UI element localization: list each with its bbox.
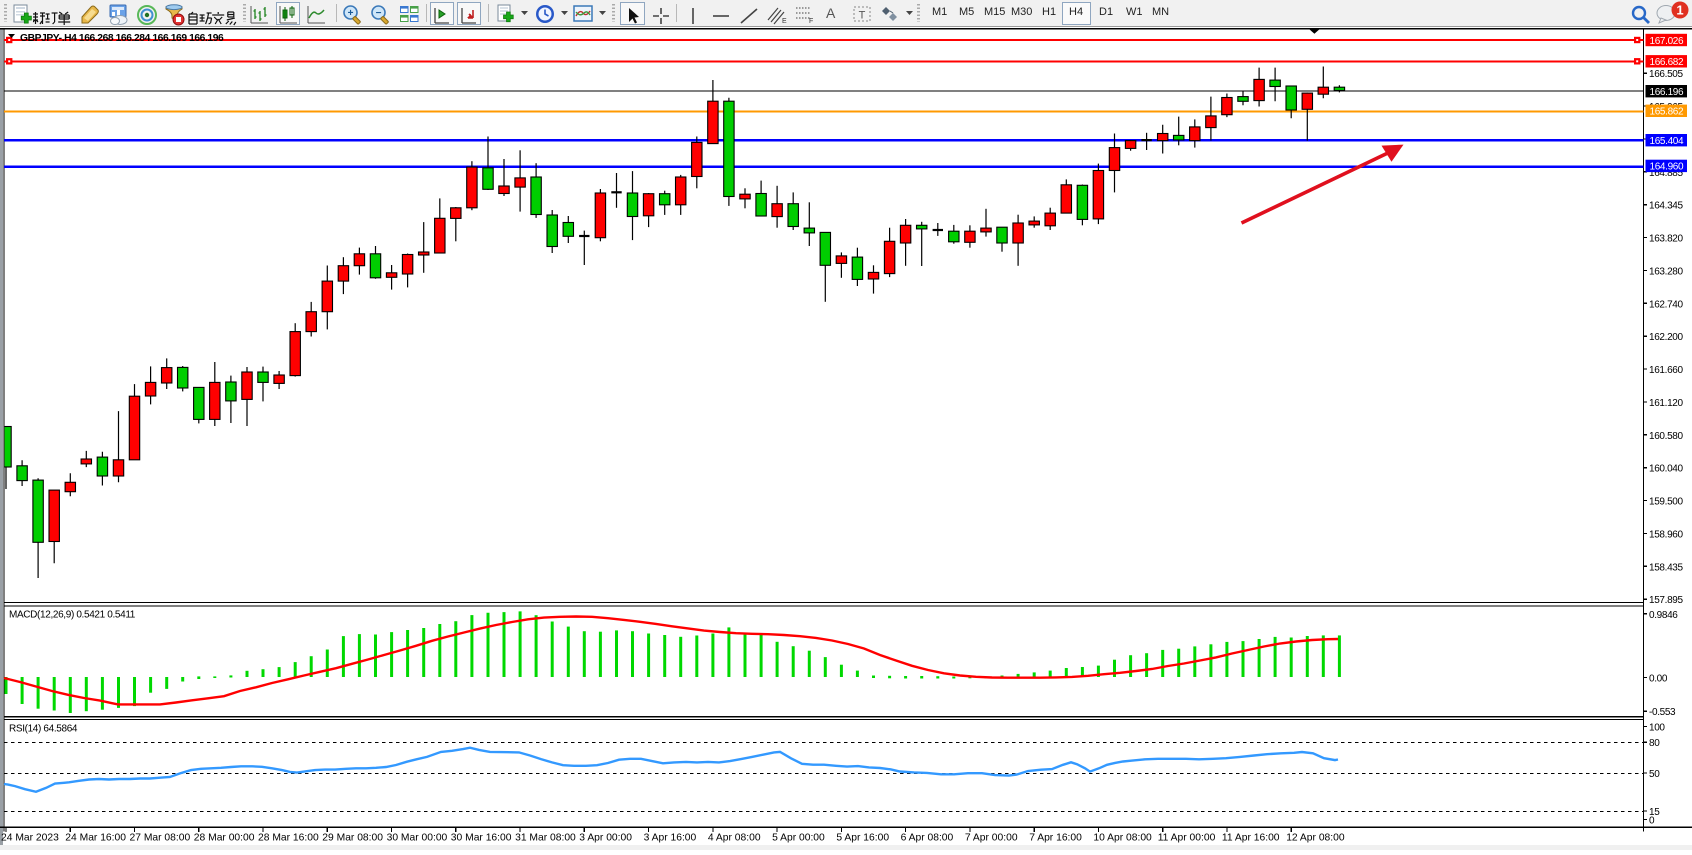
svg-text:50: 50 (1649, 769, 1660, 780)
svg-text:163.820: 163.820 (1649, 234, 1683, 245)
svg-text:24 Mar 16:00: 24 Mar 16:00 (65, 833, 126, 844)
svg-text:E: E (782, 18, 787, 25)
svg-text:0.00: 0.00 (1649, 674, 1668, 685)
svg-text:164.885: 164.885 (1649, 168, 1683, 179)
svg-text:157.895: 157.895 (1649, 595, 1683, 606)
svg-text:161.120: 161.120 (1649, 398, 1683, 409)
svg-text:30 Mar 16:00: 30 Mar 16:00 (451, 833, 512, 844)
svg-text:159.500: 159.500 (1649, 497, 1683, 508)
svg-text:162.200: 162.200 (1649, 332, 1683, 343)
svg-text:160.580: 160.580 (1649, 431, 1683, 442)
svg-text:−: − (376, 8, 382, 19)
svg-text:162.740: 162.740 (1649, 299, 1683, 310)
svg-text:158.435: 158.435 (1649, 562, 1683, 573)
svg-text:31 Mar 08:00: 31 Mar 08:00 (515, 833, 576, 844)
svg-text:24 Mar 2023: 24 Mar 2023 (1, 833, 59, 844)
svg-text:80: 80 (1649, 738, 1660, 749)
svg-text:5 Apr 16:00: 5 Apr 16:00 (836, 833, 889, 844)
svg-text:28 Mar 00:00: 28 Mar 00:00 (194, 833, 255, 844)
svg-text:F: F (809, 18, 813, 25)
svg-text:11 Apr 00:00: 11 Apr 00:00 (1158, 833, 1216, 844)
svg-text:MACD(12,26,9) 0.5421 0.5411: MACD(12,26,9) 0.5421 0.5411 (9, 610, 136, 621)
svg-text:166.196: 166.196 (1650, 87, 1684, 98)
svg-text:160.040: 160.040 (1649, 464, 1683, 475)
svg-text:T: T (859, 10, 866, 22)
svg-text:161.660: 161.660 (1649, 365, 1683, 376)
svg-text:0.9846: 0.9846 (1649, 610, 1678, 621)
svg-text:12 Apr 08:00: 12 Apr 08:00 (1286, 833, 1345, 844)
svg-text:165.862: 165.862 (1650, 107, 1684, 118)
svg-text:164.345: 164.345 (1649, 201, 1683, 212)
svg-text:10 Apr 08:00: 10 Apr 08:00 (1093, 833, 1152, 844)
svg-text:28 Mar 16:00: 28 Mar 16:00 (258, 833, 319, 844)
svg-text:165.404: 165.404 (1650, 136, 1684, 147)
svg-text:167.026: 167.026 (1650, 36, 1684, 47)
svg-text:6 Apr 08:00: 6 Apr 08:00 (901, 833, 954, 844)
svg-text:RSI(14) 64.5864: RSI(14) 64.5864 (9, 724, 78, 735)
svg-text:GBPJPY-.H4 166.268 166.284 16: GBPJPY-.H4 166.268 166.284 166.169 166.1… (20, 33, 224, 44)
svg-text:100: 100 (1649, 723, 1665, 734)
svg-text:158.960: 158.960 (1649, 530, 1683, 541)
svg-text:3 Apr 00:00: 3 Apr 00:00 (579, 833, 632, 844)
svg-text:15: 15 (1649, 807, 1660, 818)
svg-text:-0.553: -0.553 (1649, 707, 1676, 718)
svg-text:1: 1 (1676, 3, 1683, 18)
svg-text:7 Apr 00:00: 7 Apr 00:00 (965, 833, 1018, 844)
svg-text:166.505: 166.505 (1649, 69, 1683, 80)
svg-text:4 Apr 08:00: 4 Apr 08:00 (708, 833, 761, 844)
svg-text:11 Apr 16:00: 11 Apr 16:00 (1222, 833, 1280, 844)
svg-text:5 Apr 00:00: 5 Apr 00:00 (772, 833, 825, 844)
svg-text:166.682: 166.682 (1650, 57, 1684, 68)
svg-text:3 Apr 16:00: 3 Apr 16:00 (644, 833, 697, 844)
svg-text:29 Mar 08:00: 29 Mar 08:00 (322, 833, 383, 844)
svg-text:7 Apr 16:00: 7 Apr 16:00 (1029, 833, 1082, 844)
svg-text:164.960: 164.960 (1650, 162, 1684, 173)
svg-text:27 Mar 08:00: 27 Mar 08:00 (130, 833, 191, 844)
svg-text:30 Mar 00:00: 30 Mar 00:00 (387, 833, 448, 844)
svg-text:+: + (348, 8, 354, 19)
svg-text:0: 0 (1649, 816, 1655, 827)
svg-text:163.280: 163.280 (1649, 266, 1683, 277)
